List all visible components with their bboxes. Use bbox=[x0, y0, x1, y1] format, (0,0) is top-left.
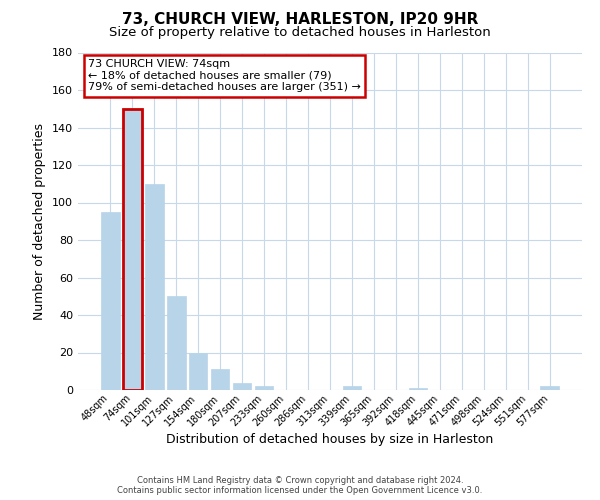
Text: Size of property relative to detached houses in Harleston: Size of property relative to detached ho… bbox=[109, 26, 491, 39]
Bar bbox=[167, 296, 185, 390]
Bar bbox=[189, 352, 208, 390]
Bar bbox=[145, 184, 164, 390]
Bar bbox=[255, 386, 274, 390]
Bar bbox=[233, 382, 251, 390]
Bar bbox=[101, 212, 119, 390]
Bar bbox=[123, 109, 142, 390]
Text: 73 CHURCH VIEW: 74sqm
← 18% of detached houses are smaller (79)
79% of semi-deta: 73 CHURCH VIEW: 74sqm ← 18% of detached … bbox=[88, 59, 361, 92]
Bar bbox=[541, 386, 559, 390]
Bar bbox=[211, 370, 229, 390]
Text: 73, CHURCH VIEW, HARLESTON, IP20 9HR: 73, CHURCH VIEW, HARLESTON, IP20 9HR bbox=[122, 12, 478, 28]
Bar bbox=[343, 386, 361, 390]
Bar bbox=[409, 388, 427, 390]
X-axis label: Distribution of detached houses by size in Harleston: Distribution of detached houses by size … bbox=[166, 434, 494, 446]
Y-axis label: Number of detached properties: Number of detached properties bbox=[34, 122, 46, 320]
Text: Contains HM Land Registry data © Crown copyright and database right 2024.
Contai: Contains HM Land Registry data © Crown c… bbox=[118, 476, 482, 495]
